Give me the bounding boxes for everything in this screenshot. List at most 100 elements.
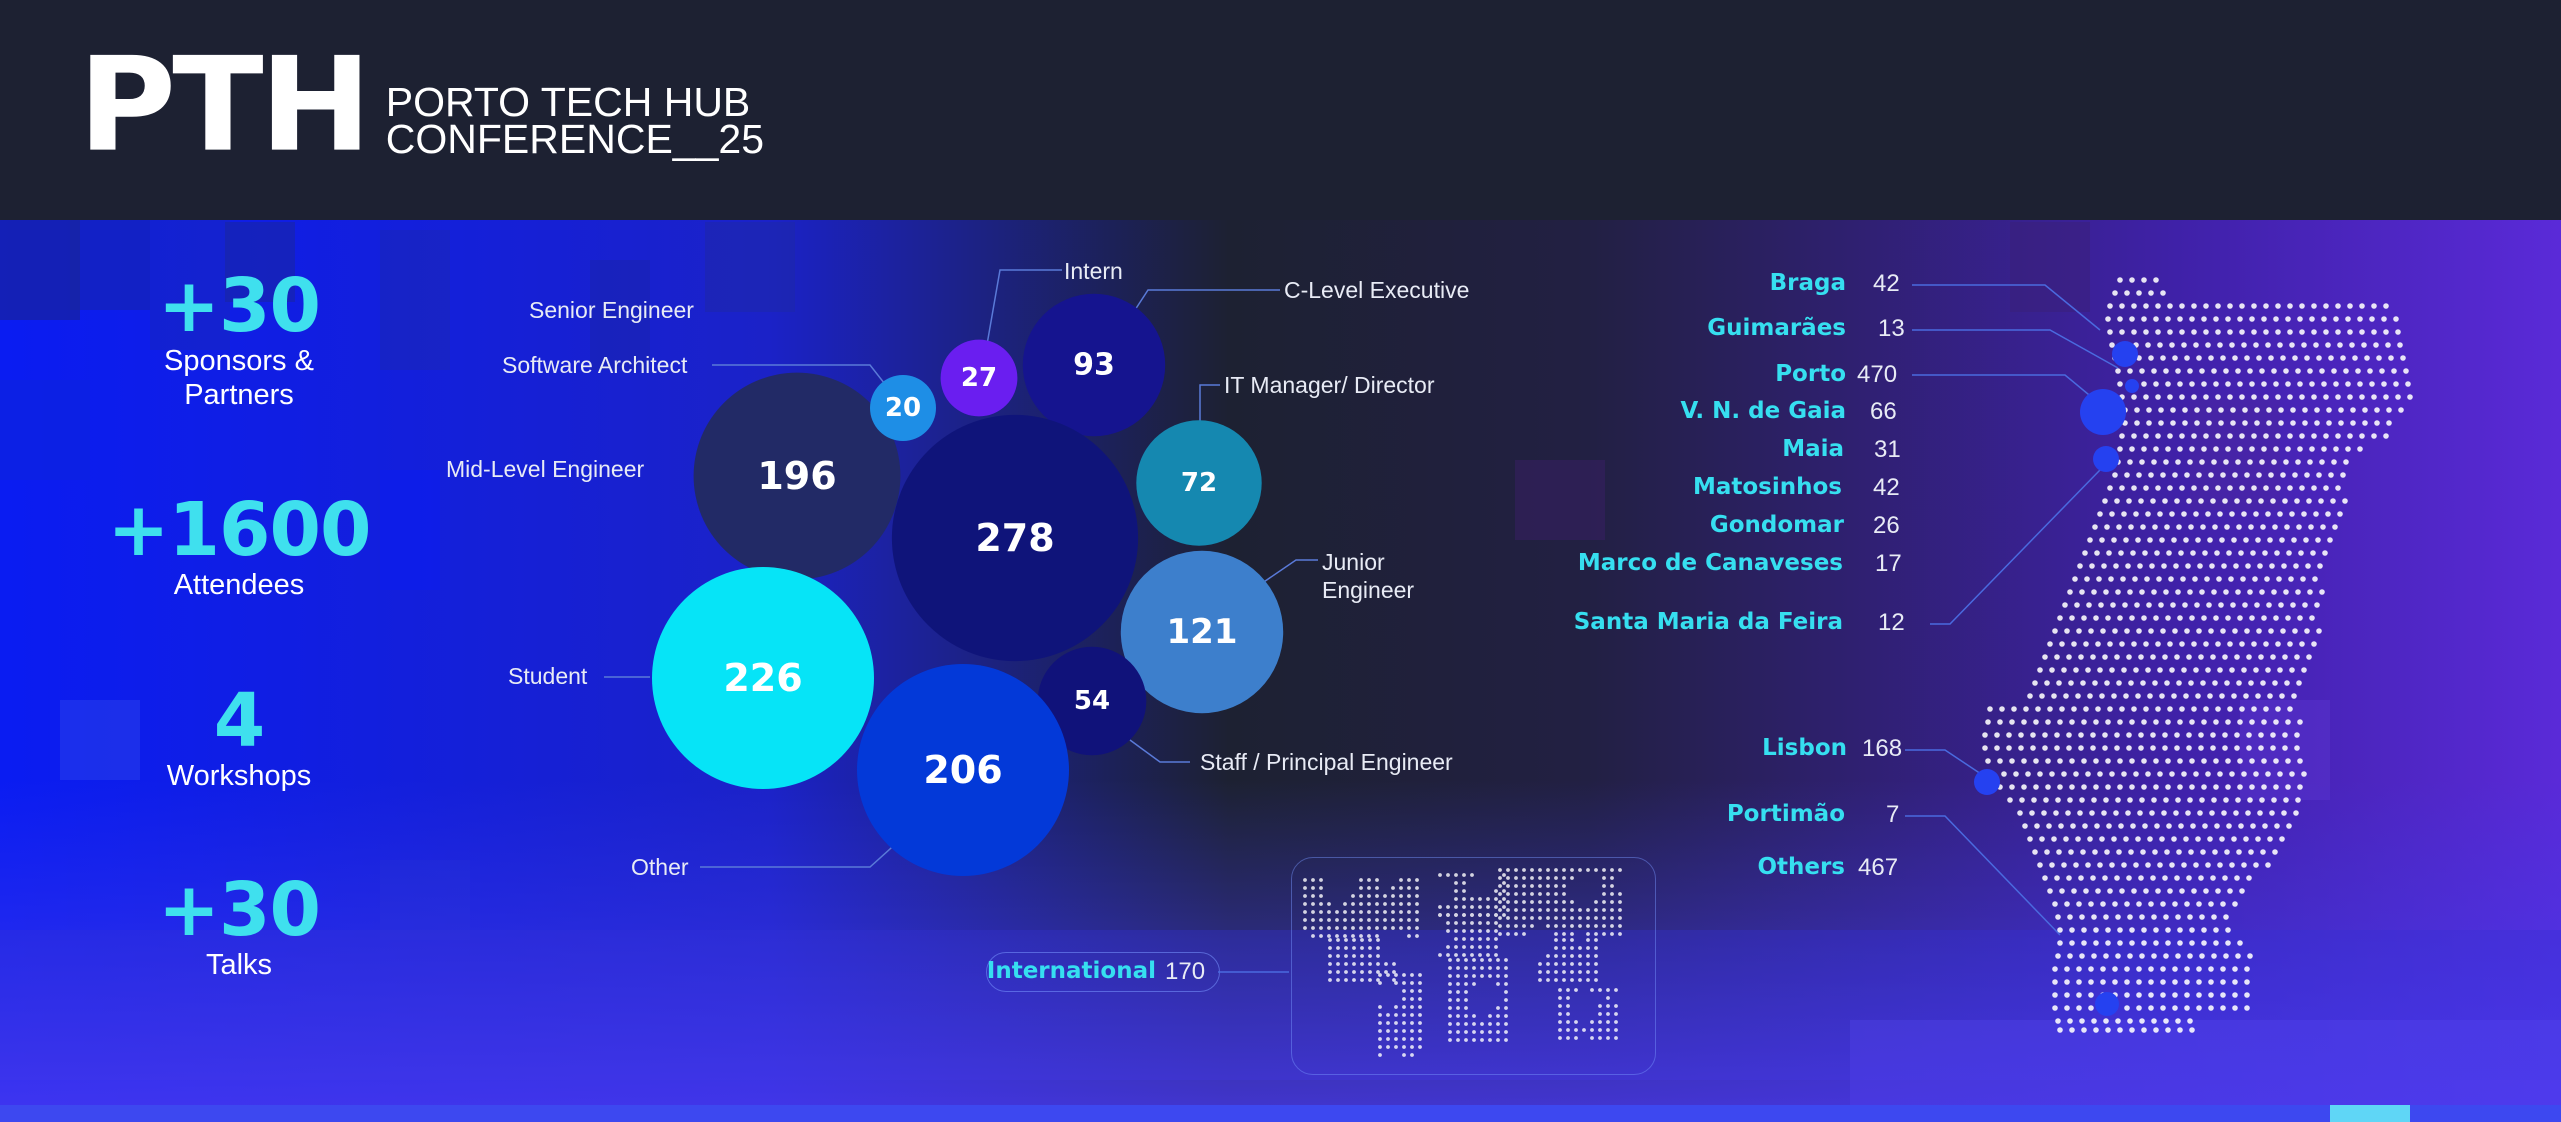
world-dot xyxy=(1456,1030,1460,1034)
map-dot xyxy=(2151,459,2157,465)
map-dot xyxy=(2065,810,2071,816)
world-dot xyxy=(1502,905,1506,909)
map-dot xyxy=(2405,381,2411,387)
world-dot xyxy=(1522,924,1526,928)
world-dot xyxy=(1376,970,1380,974)
map-dot xyxy=(2140,524,2146,530)
world-dot xyxy=(1394,1045,1398,1049)
map-dot xyxy=(2116,849,2122,855)
world-dot xyxy=(1375,918,1379,922)
map-dot xyxy=(2257,810,2263,816)
world-dot xyxy=(1498,884,1502,888)
map-dot xyxy=(2240,576,2246,582)
map-dot xyxy=(2191,888,2197,894)
world-dot xyxy=(1454,881,1458,885)
map-dot xyxy=(2170,602,2176,608)
world-dot xyxy=(1480,1038,1484,1042)
bubble-label-senior: Senior Engineer xyxy=(529,297,694,323)
map-dot xyxy=(2158,602,2164,608)
map-dot xyxy=(2171,693,2177,699)
world-dot xyxy=(1558,988,1562,992)
world-dot xyxy=(1480,966,1484,970)
map-dot xyxy=(2227,303,2233,309)
world-dot xyxy=(1303,902,1307,906)
world-dot xyxy=(1448,958,1452,962)
map-dot xyxy=(2081,758,2087,764)
map-dot xyxy=(2184,901,2190,907)
map-dot xyxy=(2187,797,2193,803)
map-dot xyxy=(2265,862,2271,868)
map-dot xyxy=(2294,732,2300,738)
world-dot xyxy=(1506,868,1510,872)
world-dot xyxy=(1367,926,1371,930)
map-dot xyxy=(2056,849,2062,855)
map-dot xyxy=(2179,888,2185,894)
world-dot xyxy=(1558,1020,1562,1024)
world-dot xyxy=(1391,918,1395,922)
map-dot xyxy=(2273,446,2279,452)
map-dot xyxy=(2236,524,2242,530)
map-dot xyxy=(2258,654,2264,660)
map-dot xyxy=(2055,953,2061,959)
map-dot xyxy=(2229,771,2235,777)
world-dot xyxy=(1448,1006,1452,1010)
region-name-portimao: Portimão xyxy=(1726,801,1845,827)
map-dot xyxy=(2231,693,2237,699)
world-dot xyxy=(1327,902,1331,906)
world-dot xyxy=(1367,902,1371,906)
map-dot xyxy=(2272,524,2278,530)
world-dot xyxy=(1554,924,1558,928)
map-dot xyxy=(2275,394,2281,400)
world-dot xyxy=(1462,929,1466,933)
world-dot xyxy=(1368,978,1372,982)
map-dot xyxy=(2316,355,2322,361)
world-dot xyxy=(1454,913,1458,917)
world-dot xyxy=(1594,946,1598,950)
map-dot xyxy=(2161,563,2167,569)
map-dot xyxy=(2235,953,2241,959)
world-dot xyxy=(1394,973,1398,977)
map-dot xyxy=(2302,420,2308,426)
map-dot xyxy=(2169,667,2175,673)
map-dot xyxy=(2263,394,2269,400)
region-value-maia: 31 xyxy=(1874,436,1901,463)
map-dot xyxy=(2292,472,2298,478)
map-dot xyxy=(2165,927,2171,933)
world-dot xyxy=(1376,954,1380,958)
map-dot xyxy=(2241,511,2247,517)
map-dot xyxy=(2102,498,2108,504)
world-dot xyxy=(1546,892,1550,896)
map-dot xyxy=(2289,771,2295,777)
map-dot xyxy=(2093,1027,2099,1033)
map-dot xyxy=(2369,381,2375,387)
map-dot xyxy=(2133,862,2139,868)
map-dot xyxy=(2212,524,2218,530)
map-dot xyxy=(2201,927,2207,933)
map-dot xyxy=(2338,407,2344,413)
world-dot xyxy=(1546,868,1550,872)
background-tile xyxy=(2190,400,2280,510)
world-dot xyxy=(1394,1029,1398,1033)
world-dot xyxy=(1391,926,1395,930)
world-dot xyxy=(1486,929,1490,933)
map-dot xyxy=(2307,589,2313,595)
world-dot xyxy=(1375,926,1379,930)
map-dot xyxy=(2139,797,2145,803)
map-dot xyxy=(2137,563,2143,569)
map-dot xyxy=(2089,563,2095,569)
map-dot xyxy=(2093,784,2099,790)
map-dot xyxy=(2218,407,2224,413)
map-dot xyxy=(2232,966,2238,972)
map-dot xyxy=(2154,550,2160,556)
map-dot xyxy=(2388,355,2394,361)
world-dot xyxy=(1344,962,1348,966)
world-dot xyxy=(1562,970,1566,974)
world-dot xyxy=(1359,918,1363,922)
map-dot xyxy=(2146,407,2152,413)
world-dot xyxy=(1586,924,1590,928)
logo-title-line2: CONFERENCE__25 xyxy=(385,116,764,162)
world-dot xyxy=(1446,921,1450,925)
map-dot xyxy=(2263,485,2269,491)
map-dot xyxy=(2247,953,2253,959)
world-dot xyxy=(1386,1029,1390,1033)
